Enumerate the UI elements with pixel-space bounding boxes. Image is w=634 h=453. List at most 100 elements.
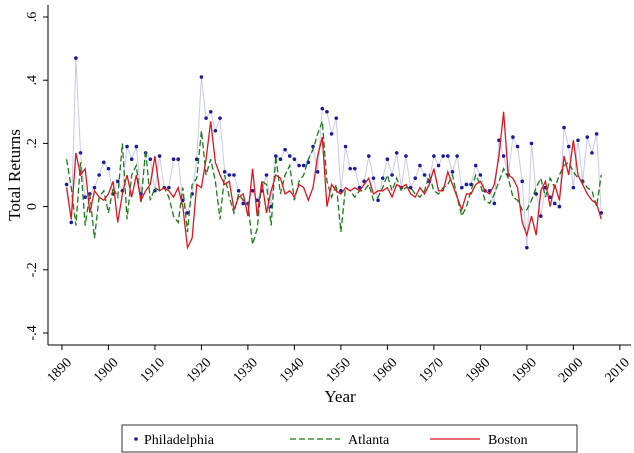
data-point: [525, 245, 529, 250]
data-point: [297, 163, 301, 168]
data-point: [69, 220, 74, 225]
data-point: [292, 157, 297, 162]
data-point: [353, 166, 357, 171]
data-point: [576, 138, 580, 143]
legend-label: Boston: [488, 433, 528, 448]
data-point: [446, 154, 450, 158]
data-point: [408, 185, 413, 190]
data-point: [83, 195, 87, 199]
data-point: [157, 154, 162, 158]
y-tick-label: -.2: [25, 262, 40, 277]
data-point: [376, 198, 380, 203]
data-point: [287, 154, 292, 158]
x-tick-label: 1940: [277, 355, 307, 385]
data-point: [218, 116, 222, 120]
data-point: [441, 154, 445, 158]
data-point: [264, 173, 269, 177]
data-point: [236, 188, 241, 193]
data-point: [306, 160, 311, 165]
data-point: [208, 110, 213, 114]
data-point: [250, 188, 255, 193]
data-point: [64, 182, 69, 187]
data-point: [204, 116, 208, 120]
data-point: [366, 154, 371, 158]
data-point: [320, 106, 325, 111]
data-point: [194, 157, 199, 162]
data-point: [548, 195, 552, 199]
data-point: [380, 176, 385, 180]
series-line: [66, 58, 602, 248]
data-point: [557, 204, 562, 209]
x-tick-label: 1900: [91, 355, 121, 385]
data-point: [199, 75, 204, 79]
x-tick-label: 1930: [231, 355, 261, 385]
data-point: [301, 163, 306, 168]
data-point: [571, 185, 576, 190]
data-point: [520, 179, 525, 184]
data-point: [473, 163, 478, 168]
data-point: [134, 144, 139, 149]
data-point: [418, 163, 422, 168]
data-point: [394, 151, 399, 155]
data-point: [459, 185, 464, 190]
data-point: [515, 144, 520, 149]
data-point: [404, 154, 408, 158]
data-point: [385, 157, 390, 162]
data-point: [534, 192, 538, 196]
data-point: [599, 211, 604, 215]
data-point: [213, 128, 218, 133]
y-axis-label: Total Returns: [5, 129, 24, 221]
data-point: [594, 132, 599, 136]
data-point: [78, 151, 83, 155]
data-point: [278, 157, 283, 162]
data-point: [232, 173, 236, 177]
data-point: [562, 125, 566, 130]
data-point: [274, 154, 278, 158]
data-point: [492, 201, 497, 206]
x-tick-label: 1950: [324, 355, 354, 385]
data-point: [125, 144, 129, 149]
x-tick-label: 1980: [463, 355, 493, 385]
data-point: [539, 214, 543, 218]
y-tick-label: .4: [25, 75, 40, 86]
data-point: [241, 201, 246, 206]
x-axis-label: Year: [324, 387, 356, 406]
x-tick-label: 1990: [510, 355, 540, 385]
data-point: [106, 166, 111, 171]
data-point: [129, 157, 134, 162]
data-point: [501, 154, 506, 158]
data-point: [422, 173, 427, 177]
data-point: [334, 116, 339, 120]
data-point: [92, 185, 97, 190]
data-point: [329, 132, 334, 136]
legend-label: Philadelphia: [144, 433, 215, 448]
data-point: [176, 157, 180, 162]
data-point: [529, 141, 534, 146]
data-point: [343, 144, 348, 149]
data-point: [552, 201, 557, 206]
data-point: [413, 176, 418, 180]
data-point: [455, 154, 459, 158]
data-point: [222, 170, 227, 174]
data-point: [464, 182, 469, 187]
x-tick-label: 1910: [138, 355, 168, 385]
y-tick-label: 0: [25, 203, 40, 210]
data-point: [167, 185, 171, 190]
data-point: [450, 170, 455, 174]
legend-box: [121, 424, 578, 453]
series-line: [65, 121, 602, 245]
data-point: [497, 138, 501, 143]
legend-symbol: [134, 437, 138, 441]
data-point: [436, 163, 441, 168]
data-point: [171, 157, 176, 162]
legend-label: Atlanta: [348, 433, 390, 448]
series-line: [65, 111, 602, 250]
data-point: [348, 166, 352, 171]
x-tick-label: 2000: [556, 355, 586, 385]
x-tick-label: 1960: [370, 355, 400, 385]
data-point: [148, 157, 153, 162]
data-point: [97, 173, 101, 177]
data-point: [432, 154, 436, 158]
x-tick-label: 1920: [184, 355, 214, 385]
